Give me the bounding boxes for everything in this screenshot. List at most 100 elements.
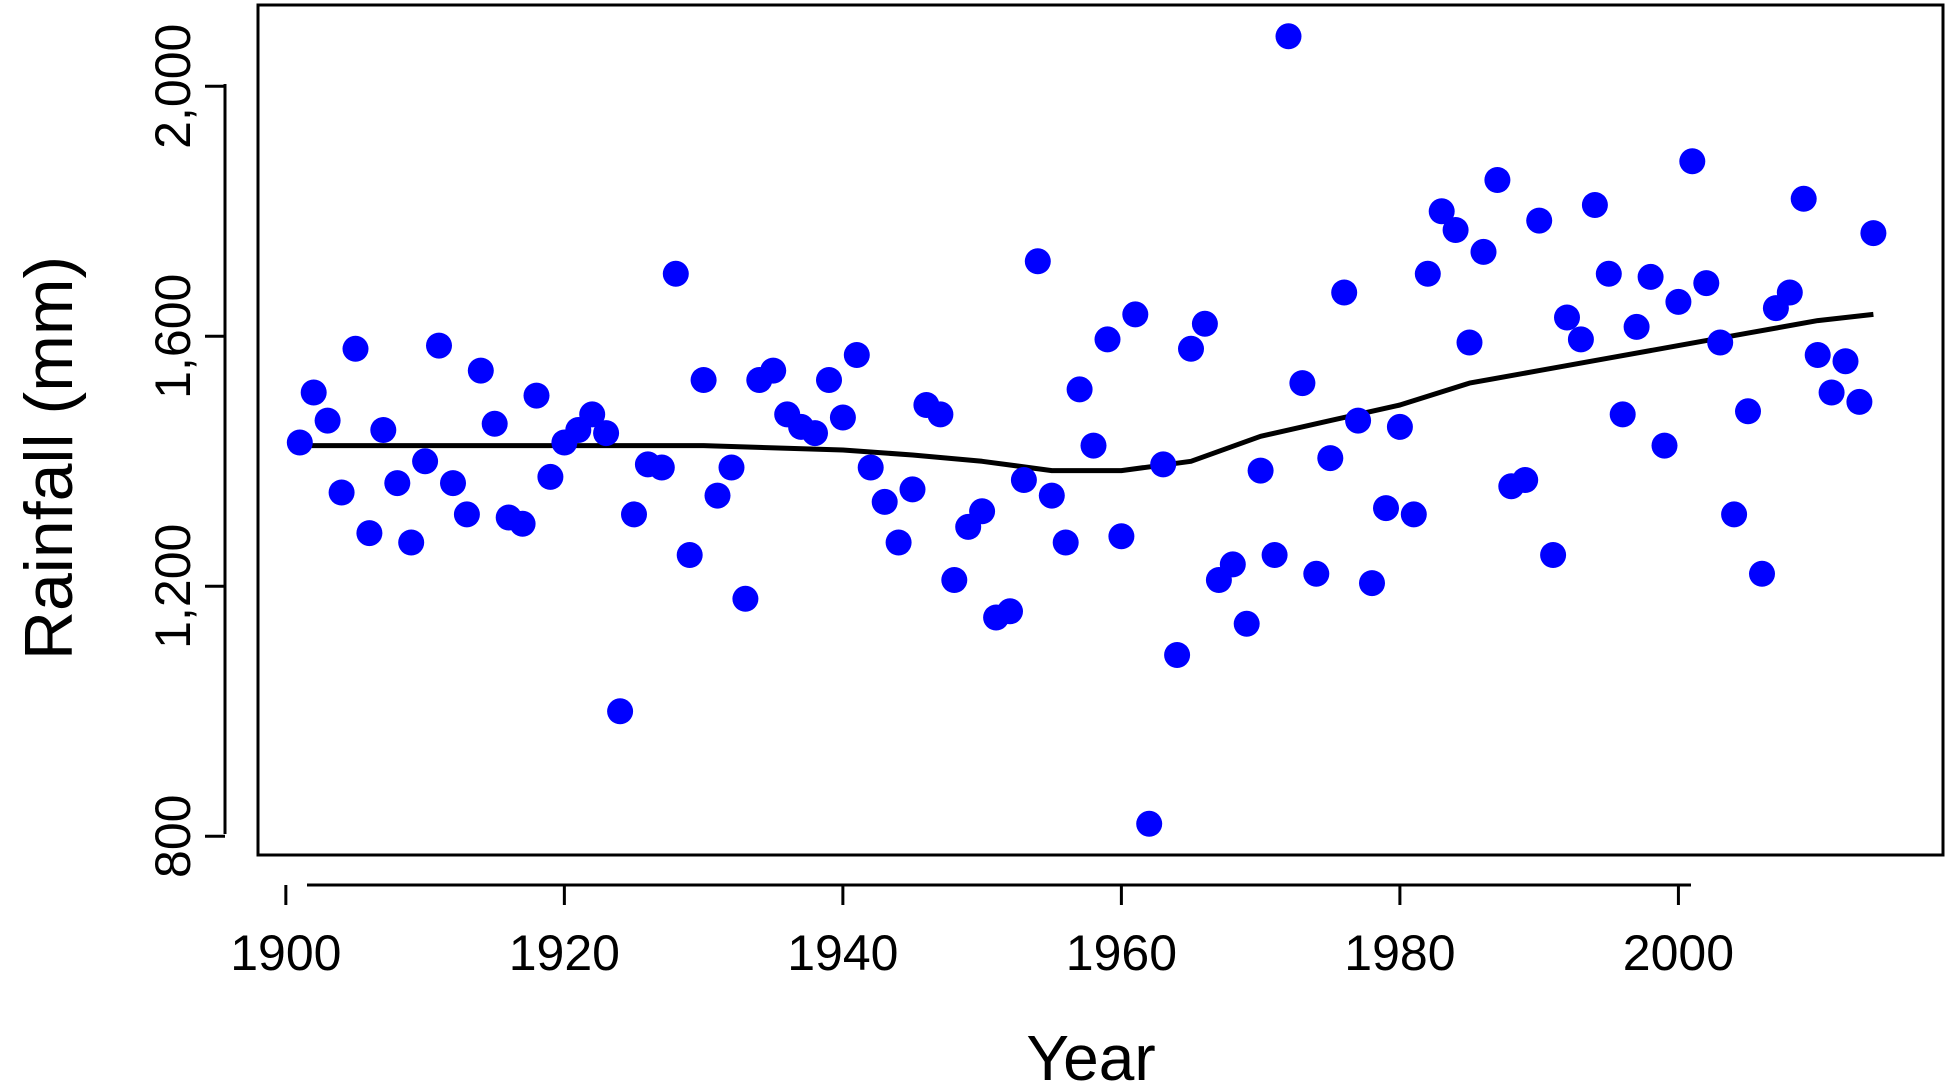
data-point-1943 — [871, 488, 898, 515]
data-point-1931 — [704, 482, 731, 509]
data-point-1957 — [1066, 376, 1093, 403]
data-point-1919 — [537, 463, 564, 490]
data-point-2000 — [1665, 288, 1692, 315]
x-ticks: 1900 1920 1940 1960 1980 2000 — [230, 885, 1734, 981]
data-point-1986 — [1470, 238, 1497, 265]
x-tick-label-1900: 1900 — [230, 925, 341, 981]
data-point-1928 — [662, 260, 689, 287]
data-point-1941 — [843, 342, 870, 368]
x-tick-label-1940: 1940 — [787, 925, 898, 981]
data-point-1907 — [370, 417, 397, 443]
data-point-1968 — [1219, 551, 1246, 578]
data-point-1989 — [1512, 467, 1539, 493]
trend-line-layer — [299, 311, 1874, 474]
y-ticks: 800 1,200 1,600 2,000 — [145, 24, 225, 878]
data-point-1998 — [1637, 263, 1664, 290]
data-point-1927 — [648, 454, 675, 481]
x-axis-label: Year — [1026, 1022, 1155, 1090]
data-point-2006 — [1749, 560, 1775, 587]
data-point-1991 — [1540, 542, 1567, 568]
data-point-1948 — [941, 567, 968, 593]
data-point-1982 — [1414, 260, 1441, 287]
data-point-1953 — [1010, 467, 1037, 493]
data-point-1997 — [1623, 313, 1650, 340]
data-point-1969 — [1233, 610, 1260, 637]
data-point-1973 — [1289, 370, 1316, 397]
data-point-1917 — [509, 510, 536, 537]
data-point-1995 — [1595, 260, 1622, 287]
data-point-2001 — [1679, 148, 1706, 175]
data-point-1980 — [1386, 413, 1413, 440]
data-point-1940 — [829, 404, 856, 431]
data-point-1901 — [286, 429, 313, 456]
data-point-1993 — [1567, 326, 1594, 353]
data-point-1990 — [1526, 207, 1553, 234]
data-point-1930 — [690, 367, 717, 393]
data-point-1939 — [816, 367, 842, 393]
data-point-1965 — [1178, 335, 1204, 362]
data-point-1974 — [1303, 560, 1330, 587]
data-point-1905 — [342, 335, 369, 362]
data-point-1975 — [1317, 445, 1344, 472]
data-point-2013 — [1846, 388, 1873, 415]
data-point-2004 — [1721, 501, 1748, 528]
data-point-1954 — [1024, 248, 1051, 275]
data-point-1933 — [732, 585, 759, 612]
data-point-2008 — [1776, 279, 1803, 306]
data-point-1925 — [621, 501, 647, 528]
data-point-1908 — [384, 470, 411, 497]
y-tick-label-2000: 2,000 — [145, 24, 201, 149]
y-tick-label-800: 800 — [145, 795, 201, 878]
data-point-1947 — [927, 401, 954, 428]
data-point-1960 — [1108, 523, 1135, 550]
data-point-1903 — [314, 407, 341, 434]
data-point-2011 — [1818, 379, 1845, 406]
data-point-1977 — [1345, 407, 1372, 434]
data-point-1978 — [1359, 570, 1385, 597]
data-point-1958 — [1080, 432, 1107, 459]
data-point-1959 — [1094, 326, 1121, 353]
data-point-1912 — [440, 470, 466, 497]
data-point-2009 — [1790, 185, 1817, 212]
data-point-1922 — [579, 401, 606, 428]
data-point-1935 — [760, 357, 787, 384]
data-point-1956 — [1052, 529, 1079, 556]
plot-frame — [256, 3, 1945, 857]
data-point-1992 — [1554, 304, 1580, 331]
data-point-1983 — [1428, 198, 1455, 225]
y-axis-label: Rainfall (mm) — [11, 256, 87, 660]
x-tick-label-1960: 1960 — [1066, 925, 1177, 981]
data-point-1929 — [676, 542, 703, 568]
data-point-1961 — [1122, 301, 1149, 328]
data-point-1985 — [1456, 329, 1483, 356]
data-point-2012 — [1832, 348, 1859, 375]
data-point-1999 — [1651, 432, 1678, 459]
y-tick-label-1600: 1,600 — [145, 274, 201, 399]
data-point-1906 — [356, 520, 383, 547]
data-point-1910 — [412, 448, 439, 475]
data-point-1918 — [523, 382, 550, 409]
data-point-1981 — [1400, 501, 1427, 528]
data-point-2010 — [1804, 342, 1831, 368]
data-point-2005 — [1735, 398, 1761, 425]
data-point-1964 — [1164, 642, 1191, 668]
points-layer — [286, 23, 1887, 837]
data-point-1942 — [857, 454, 884, 481]
data-point-1971 — [1261, 542, 1288, 568]
data-point-1904 — [328, 479, 355, 506]
data-point-1924 — [607, 698, 634, 725]
data-point-1996 — [1609, 401, 1636, 428]
data-point-1987 — [1484, 167, 1511, 193]
data-point-1962 — [1136, 810, 1163, 837]
x-tick-label-1980: 1980 — [1344, 925, 1455, 981]
trend-line — [299, 311, 1874, 474]
x-tick-label-2000: 2000 — [1623, 925, 1734, 981]
data-point-1984 — [1442, 217, 1469, 243]
data-point-1945 — [899, 476, 926, 503]
data-point-1909 — [398, 529, 425, 556]
data-point-1950 — [969, 498, 996, 525]
data-point-1955 — [1038, 482, 1065, 509]
data-point-1994 — [1581, 192, 1608, 218]
x-tick-label-1920: 1920 — [509, 925, 620, 981]
